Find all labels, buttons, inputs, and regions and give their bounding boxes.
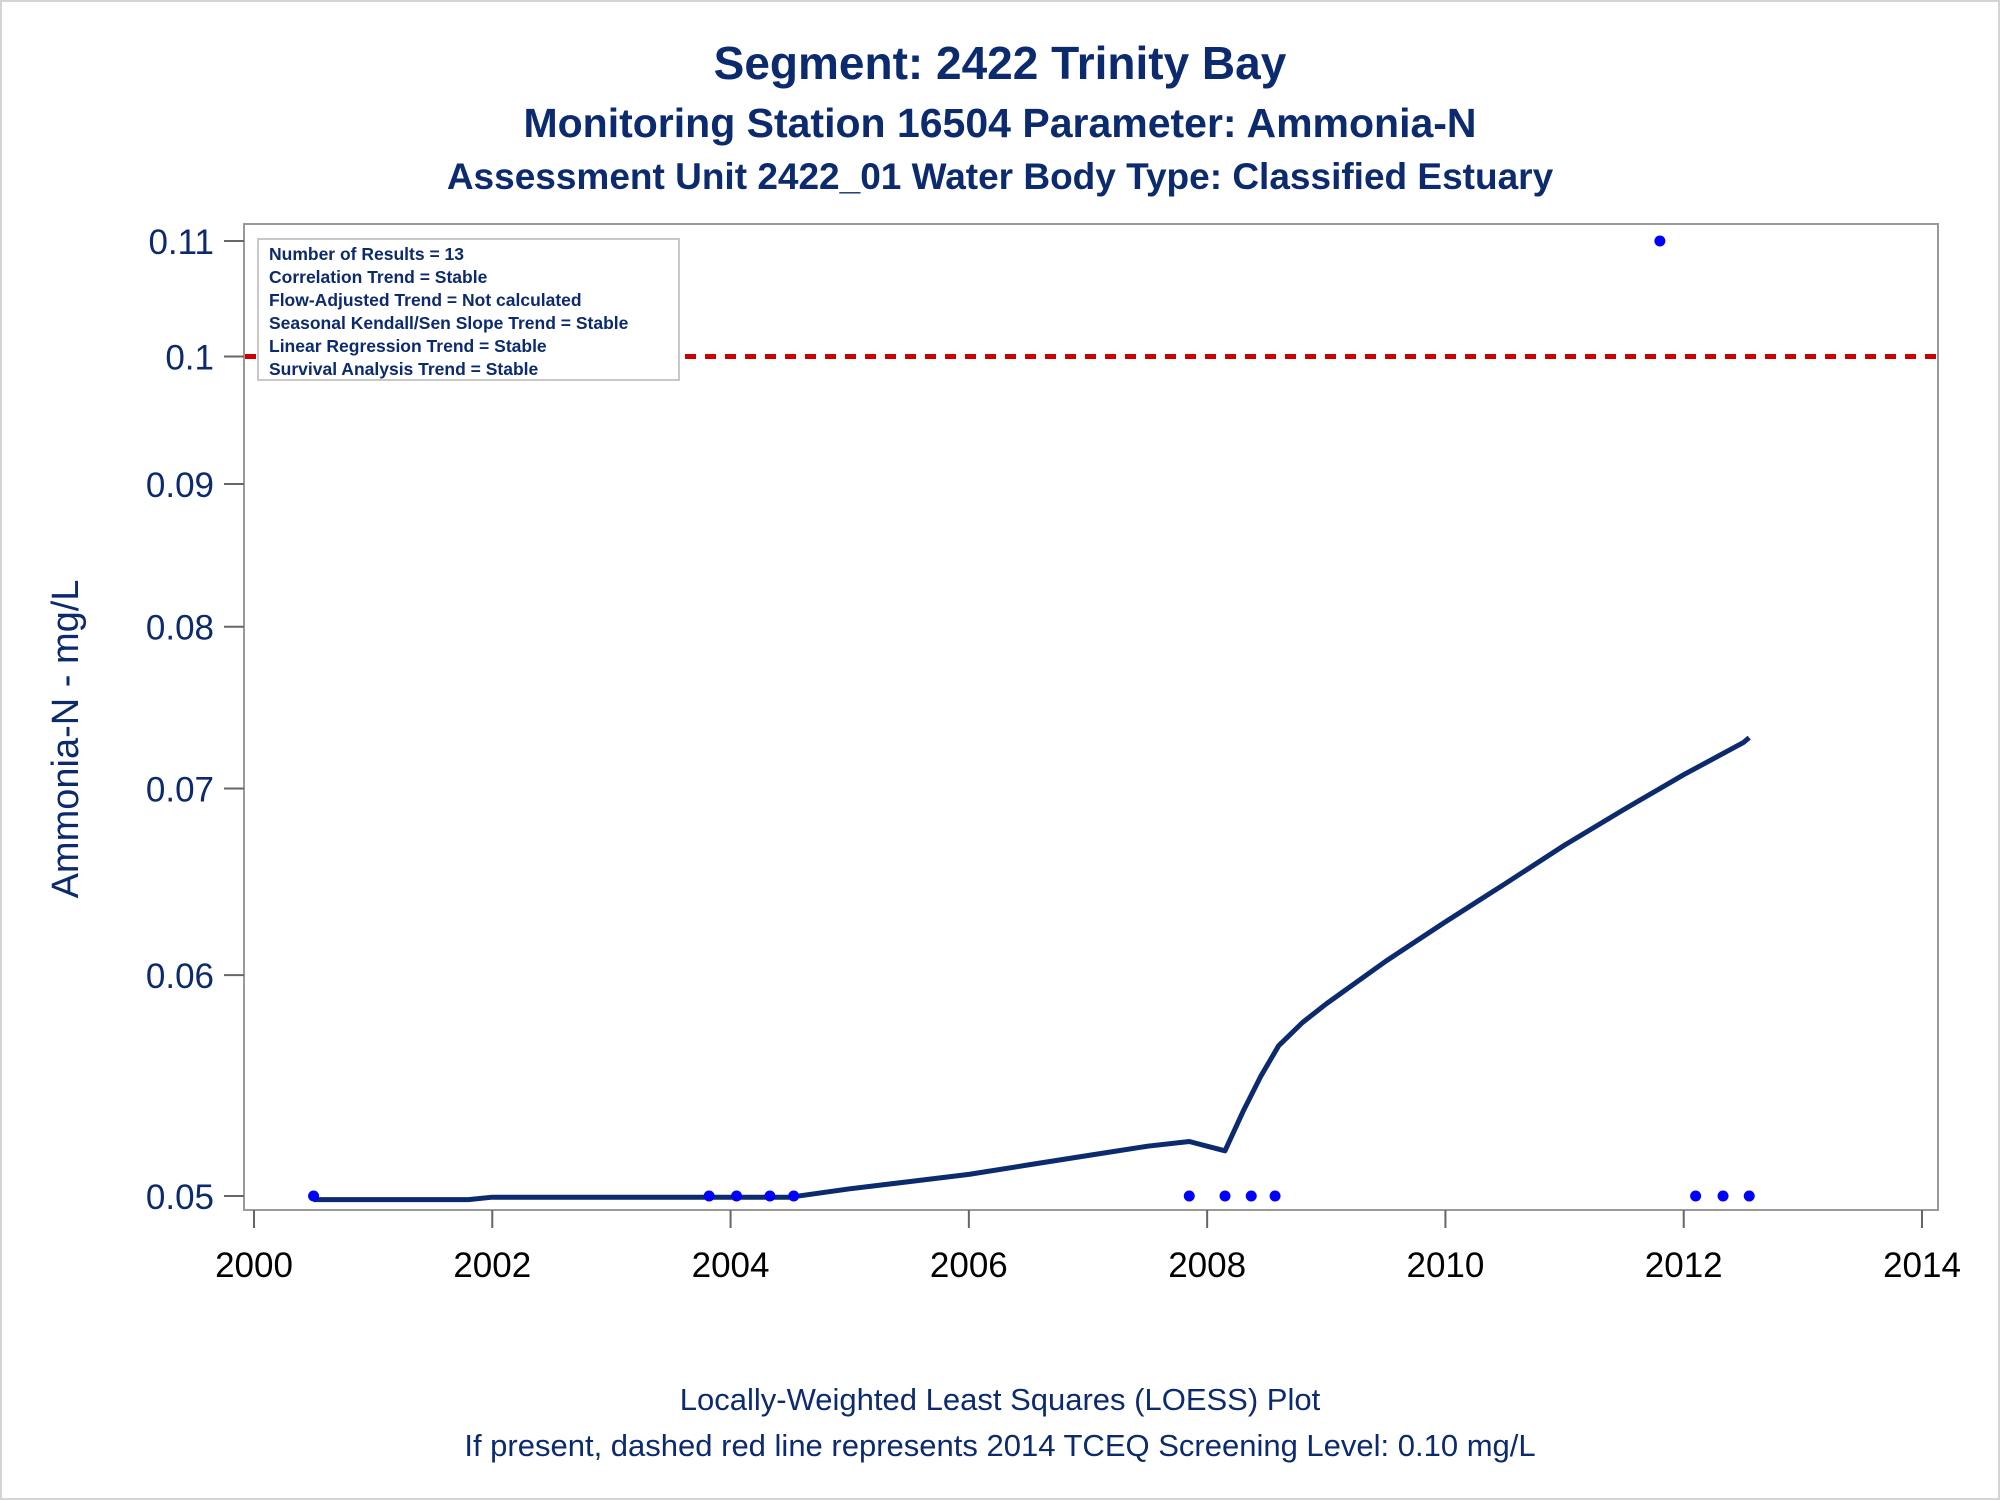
x-tick-label: 2004 bbox=[692, 1246, 770, 1285]
chart-subtitle-2: Assessment Unit 2422_01 Water Body Type:… bbox=[446, 156, 1554, 197]
data-point bbox=[1717, 1190, 1729, 1202]
chart-subtitle: Monitoring Station 16504 Parameter: Ammo… bbox=[523, 100, 1477, 146]
x-tick-label: 2008 bbox=[1168, 1246, 1246, 1285]
x-tick-label: 2002 bbox=[453, 1246, 531, 1285]
info-box-line: Number of Results = 13 bbox=[269, 244, 464, 264]
info-box-frame bbox=[257, 238, 680, 381]
info-box: Number of Results = 13 Correlation Trend … bbox=[257, 238, 680, 381]
data-point bbox=[731, 1190, 743, 1202]
data-point bbox=[1654, 235, 1666, 247]
info-box-line: Survival Analysis Trend = Stable bbox=[269, 359, 539, 379]
info-box-line: Correlation Trend = Stable bbox=[269, 267, 488, 287]
data-point bbox=[1183, 1190, 1195, 1202]
y-tick-label: 0.06 bbox=[146, 957, 214, 996]
data-point bbox=[703, 1190, 715, 1202]
y-tick-label: 0.08 bbox=[146, 609, 214, 648]
x-tick-label: 2006 bbox=[930, 1246, 1008, 1285]
data-point bbox=[308, 1190, 320, 1202]
data-point bbox=[764, 1190, 776, 1202]
y-tick-label: 0.07 bbox=[146, 770, 214, 809]
info-box-line: Linear Regression Trend = Stable bbox=[269, 336, 547, 356]
chart-title: Segment: 2422 Trinity Bay bbox=[713, 37, 1287, 89]
y-axis-label: Ammonia-N - mg/L bbox=[45, 580, 87, 899]
x-tick-label: 2012 bbox=[1645, 1246, 1723, 1285]
plot-area bbox=[243, 223, 1939, 1211]
y-axis: 0.05 0.06 0.07 0.08 0.09 0.1 0.11 bbox=[146, 223, 244, 1217]
data-point bbox=[1219, 1190, 1231, 1202]
loess-line bbox=[313, 735, 1751, 1203]
footer-line-1: Locally-Weighted Least Squares (LOESS) P… bbox=[679, 1382, 1321, 1417]
data-point bbox=[1743, 1190, 1755, 1202]
data-point bbox=[1245, 1190, 1257, 1202]
data-point bbox=[1690, 1190, 1702, 1202]
y-tick-label: 0.11 bbox=[148, 223, 214, 262]
footer-line-2: If present, dashed red line represents 2… bbox=[464, 1428, 1536, 1463]
info-box-line: Seasonal Kendall/Sen Slope Trend = Stabl… bbox=[269, 313, 629, 333]
data-point bbox=[788, 1190, 800, 1202]
x-tick-label: 2010 bbox=[1406, 1246, 1484, 1285]
x-axis: 2000 2002 2004 2006 2008 2010 2012 2014 bbox=[215, 1210, 1961, 1285]
info-box-line: Flow-Adjusted Trend = Not calculated bbox=[269, 290, 582, 310]
y-tick-label: 0.09 bbox=[146, 466, 214, 505]
y-tick-label: 0.05 bbox=[146, 1178, 214, 1217]
y-tick-label: 0.1 bbox=[165, 338, 214, 377]
x-tick-label: 2000 bbox=[215, 1246, 293, 1285]
data-point bbox=[1269, 1190, 1281, 1202]
x-tick-label: 2014 bbox=[1883, 1246, 1961, 1285]
